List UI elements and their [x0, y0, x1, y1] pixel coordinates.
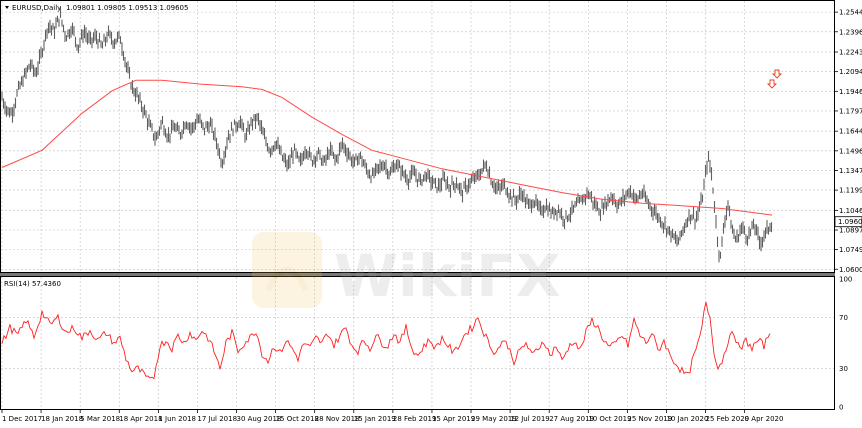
y-tick-label: 1.08975 [839, 226, 862, 234]
y-tick-label: 1.16445 [839, 128, 862, 136]
x-tick-label: 28 Feb 2019 [393, 415, 437, 423]
moving-average-series [1, 79, 773, 216]
x-tick-label: 9 Apr 2020 [745, 415, 784, 423]
x-tick-label: 1 Jun 2018 [158, 415, 196, 423]
x-tick-label: 10 Jan 2020 [666, 415, 708, 423]
y-tick-label: 1.10460 [839, 207, 862, 215]
x-tick-label: 18 Jan 2018 [41, 415, 83, 423]
current-price-tag: 1.09605 [834, 216, 862, 228]
wikifx-watermark: WikiFX [252, 232, 561, 310]
x-tick-label: 25 Nov 2019 [627, 415, 672, 423]
rsi-tick-label: 70 [839, 314, 848, 322]
rsi-header-label: RSI(14) 57.4360 [4, 280, 61, 288]
y-tick-label: 1.13475 [839, 167, 862, 175]
current-price-label: 1.09605 [838, 218, 862, 226]
rsi-axis[interactable]: 100 70 30 0 [839, 276, 852, 412]
watermark-text: WikiFX [334, 242, 561, 310]
rsi-pane-frame [0, 276, 835, 410]
sell-arrow-icon[interactable] [771, 69, 783, 79]
x-tick-label: 1 Dec 2017 [2, 415, 42, 423]
y-tick-label: 1.22430 [839, 49, 862, 57]
symbol-label: EURUSD,Daily [12, 4, 61, 12]
x-tick-label: 25 Feb 2020 [706, 415, 750, 423]
chart-header: EURUSD,Daily 1.09801 1.09805 1.09513 1.0… [5, 4, 188, 12]
x-tick-label: 29 May 2019 [471, 415, 517, 423]
x-tick-label: 15 Jan 2019 [354, 415, 396, 423]
rsi-tick-label: 30 [839, 365, 848, 373]
x-tick-label: 27 Aug 2019 [549, 415, 594, 423]
y-tick-label: 1.23960 [839, 28, 862, 36]
rsi-line [1, 301, 771, 380]
ohlc-values: 1.09801 1.09805 1.09513 1.09605 [66, 4, 188, 12]
y-tick-label: 1.19460 [839, 88, 862, 96]
rsi-series [1, 301, 771, 380]
x-tick-label: 15 Apr 2019 [432, 415, 475, 423]
price-bars [1, 7, 773, 263]
x-tick-label: 5 Mar 2018 [80, 415, 120, 423]
moving-average-line [1, 79, 773, 216]
price-axis[interactable]: 1.25445 1.23960 1.22430 1.20945 1.19460 1.179… [834, 9, 862, 274]
rsi-tick-label: 0 [839, 404, 843, 412]
y-tick-label: 1.20945 [839, 68, 862, 76]
x-tick-label: 12 Jul 2019 [510, 415, 550, 423]
grid-layer [1, 1, 834, 409]
rsi-tick-label: 100 [839, 276, 852, 284]
y-tick-label: 1.06005 [839, 266, 862, 274]
dropdown-triangle-icon[interactable] [5, 6, 9, 9]
x-tick-label: 15 Oct 2018 [276, 415, 319, 423]
x-tick-label: 28 Nov 2018 [315, 415, 360, 423]
y-tick-label: 1.07490 [839, 246, 862, 254]
sell-arrow-icon[interactable] [766, 79, 778, 89]
x-tick-label: 10 Oct 2019 [588, 415, 631, 423]
y-tick-label: 1.17975 [839, 107, 862, 115]
x-tick-label: 30 Aug 2018 [237, 415, 282, 423]
price-pane-frame [0, 0, 835, 273]
price-series [1, 7, 773, 263]
y-tick-label: 1.11990 [839, 187, 862, 195]
x-tick-label: 18 Apr 2018 [119, 415, 162, 423]
y-tick-label: 1.14960 [839, 147, 862, 155]
y-tick-label: 1.25445 [839, 9, 862, 17]
x-tick-label: 17 Jul 2018 [197, 415, 237, 423]
wikifx-logo-icon [252, 232, 322, 308]
